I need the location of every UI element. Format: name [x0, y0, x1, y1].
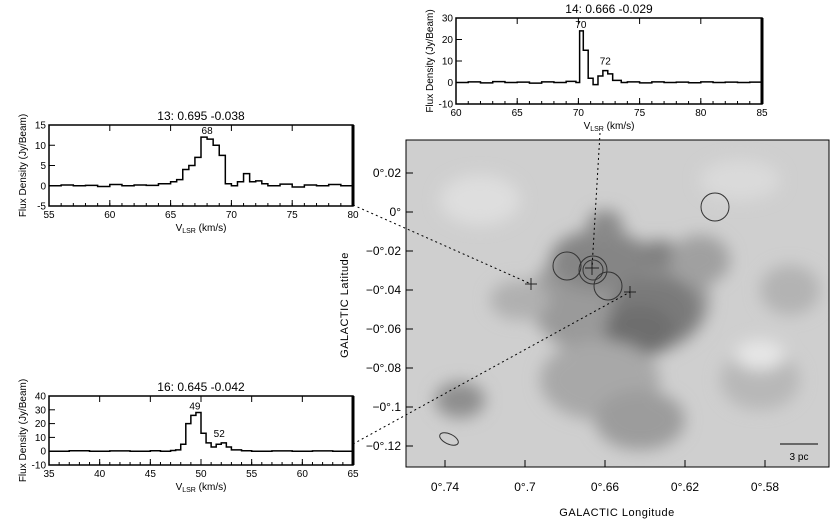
- y-tick-label: 15: [35, 121, 47, 132]
- map-y-tick-labels: 0°.02 0° −0°.02 −0°.04 −0°.06 −0°.08 −0°.1 −0°.…: [366, 166, 401, 453]
- scale-bar-label: 3 pc: [790, 452, 809, 463]
- y-tick-label: 20: [35, 419, 47, 430]
- peak-label: 72: [600, 56, 612, 67]
- map-y-tick-label: −0°.12: [366, 439, 401, 453]
- map-x-axis-label: GALACTIC Longitude: [559, 507, 674, 519]
- source-circle: [700, 192, 730, 222]
- y-tick-label: 30: [35, 405, 47, 416]
- spectrum-title: 13: 0.695 -0.038: [157, 109, 245, 123]
- y-tick-label: 10: [442, 57, 454, 68]
- beam-ellipse: [439, 432, 459, 446]
- peak-label: 52: [214, 429, 226, 440]
- x-tick-label: 65: [347, 469, 359, 480]
- y-tick-label: 0: [40, 181, 46, 192]
- spectrum-panel-p14: -10 0 10 20 30 60 65 70 75 80 85 70 72 14: 0.666 -0.0…: [425, 2, 768, 133]
- map-x-tick-label: 0°.7: [514, 480, 536, 494]
- y-tick-label: 0: [447, 78, 453, 89]
- map-y-tick-label: −0°.04: [366, 283, 401, 297]
- spectrum-line: [456, 30, 763, 86]
- y-tick-label: 10: [35, 433, 47, 444]
- map-x-tick-label: 0°.62: [671, 480, 699, 494]
- y-tick-label: 0: [40, 447, 46, 458]
- map-y-tick-label: −0°.1: [373, 400, 402, 414]
- peak-label: 49: [189, 402, 201, 413]
- source-circle: [578, 255, 608, 285]
- x-tick-label: 45: [145, 469, 157, 480]
- spectra-panels: -5 0 5 10 15 55 60 65 70 75 80 68 13: 0.695 -0.038 VL…: [18, 2, 768, 494]
- map-panel: 3 pc 0°.02 0° −0°.02 −0°.04 −0°.06 −0°.08 −0°.…: [339, 139, 830, 519]
- x-tick-label: 85: [756, 108, 768, 119]
- x-tick-label: 80: [347, 210, 359, 221]
- map-y-axis-label: GALACTIC Latitude: [339, 252, 351, 358]
- x-tick-label: 40: [94, 469, 106, 480]
- x-tick-label: 60: [297, 469, 309, 480]
- y-axis-label: Flux Density (Jy/Beam): [425, 9, 436, 112]
- y-tick-label: -10: [32, 461, 47, 472]
- map-x-tick-label: 0°.74: [431, 480, 459, 494]
- y-tick-label: 30: [442, 14, 454, 25]
- y-tick-label: -5: [37, 202, 46, 213]
- x-tick-label: 60: [104, 210, 116, 221]
- x-tick-label: 55: [43, 210, 55, 221]
- y-axis-label: Flux Density (Jy/Beam): [18, 379, 29, 482]
- map-y-tick-label: 0°: [390, 205, 402, 219]
- spectrum-line: [49, 136, 353, 188]
- x-axis-label: VLSR (km/s): [584, 121, 635, 133]
- source-circle: [552, 251, 582, 281]
- map-x-tick-label: 0°.66: [591, 480, 619, 494]
- x-tick-label: 60: [450, 108, 462, 119]
- spectrum-panel-p16: -10 0 10 20 30 40 35 40 45 50 55 60 65 49 52 16: 0.645 …: [18, 379, 359, 494]
- x-tick-label: 35: [43, 469, 55, 480]
- y-tick-label: -10: [439, 100, 454, 111]
- map-x-tick-labels: 0°.74 0°.7 0°.66 0°.62 0°.58: [431, 480, 779, 494]
- x-tick-label: 65: [165, 210, 177, 221]
- spectrum-panel-p13: -5 0 5 10 15 55 60 65 70 75 80 68 13: 0.695 -0.038 VL…: [18, 109, 359, 235]
- peak-label: 70: [575, 20, 587, 31]
- y-tick-label: 5: [40, 161, 46, 172]
- x-axis-label: VLSR (km/s): [176, 223, 227, 235]
- source-circle: [582, 259, 604, 281]
- map-y-tick-label: −0°.08: [366, 361, 401, 375]
- peak-label: 68: [202, 126, 214, 137]
- x-tick-label: 55: [246, 469, 258, 480]
- map-axis-ticks: [406, 172, 766, 467]
- spectrum-title: 14: 0.666 -0.029: [565, 2, 653, 16]
- spectrum-line: [49, 411, 353, 452]
- map-y-tick-label: 0°.02: [373, 166, 401, 180]
- x-tick-label: 80: [695, 108, 707, 119]
- y-tick-label: 10: [35, 141, 47, 152]
- y-tick-label: 40: [35, 392, 47, 403]
- source-circle: [593, 271, 623, 301]
- x-tick-label: 70: [226, 210, 238, 221]
- map-y-tick-label: −0°.02: [366, 244, 401, 258]
- y-tick-label: 20: [442, 35, 454, 46]
- x-tick-label: 75: [287, 210, 299, 221]
- x-tick-label: 70: [573, 108, 585, 119]
- map-x-tick-label: 0°.58: [751, 480, 779, 494]
- x-tick-label: 65: [512, 108, 524, 119]
- map-y-tick-label: −0°.06: [366, 322, 401, 336]
- x-tick-label: 50: [195, 469, 207, 480]
- x-tick-label: 75: [634, 108, 646, 119]
- x-axis-label: VLSR (km/s): [176, 482, 227, 494]
- y-axis-label: Flux Density (Jy/Beam): [18, 114, 29, 217]
- map-emission: [435, 160, 820, 450]
- source-markers: [439, 192, 730, 446]
- spectrum-title: 16: 0.645 -0.042: [157, 380, 245, 394]
